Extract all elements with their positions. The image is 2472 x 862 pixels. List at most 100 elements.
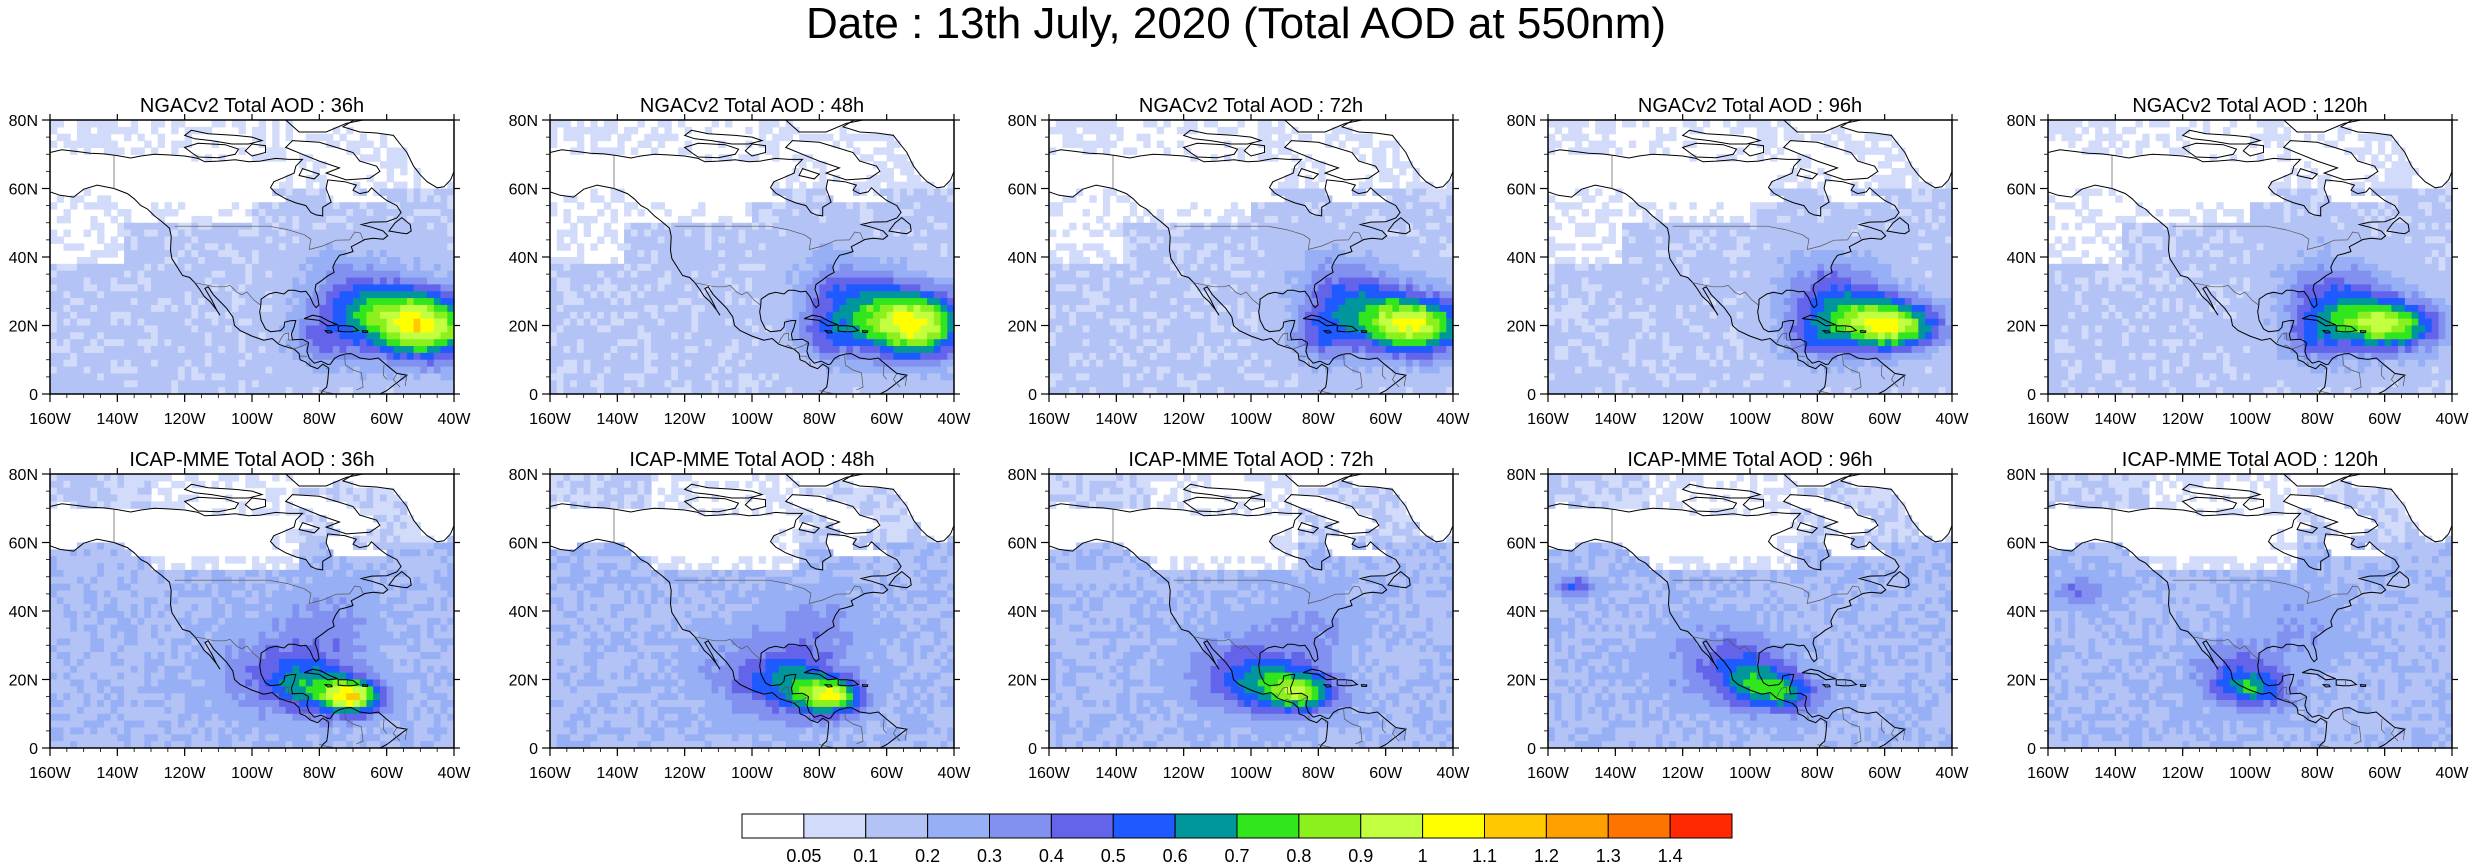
panel-title: ICAP-MME Total AOD : 96h (1627, 449, 1872, 471)
lat-tick-label: 40N (509, 604, 538, 621)
lon-tick-label: 60W (370, 411, 404, 428)
lon-tick-label: 140W (1095, 411, 1138, 428)
lon-tick-label: 140W (596, 765, 639, 782)
lat-tick-label: 0 (1028, 387, 1037, 404)
lat-tick-label: 60N (9, 536, 38, 553)
lon-tick-label: 140W (596, 411, 639, 428)
lat-tick-label: 0 (1527, 741, 1536, 758)
lon-tick-label: 120W (664, 411, 707, 428)
panel-title: NGACv2 Total AOD : 36h (140, 95, 364, 117)
lon-tick-label: 60W (370, 765, 404, 782)
lon-tick-label: 40W (1936, 411, 1970, 428)
lon-tick-label: 160W (29, 765, 72, 782)
lon-tick-label: 160W (529, 765, 572, 782)
country-borders (1112, 509, 1407, 748)
country-borders (1611, 509, 1906, 748)
panel-title: ICAP-MME Total AOD : 120h (2122, 449, 2378, 471)
aod-field (2048, 474, 2452, 748)
coastlines (1049, 120, 1453, 394)
lon-tick-label: 40W (1936, 765, 1970, 782)
lon-tick-label: 120W (1163, 411, 1206, 428)
lat-tick-label: 0 (529, 741, 538, 758)
lat-tick-label: 40N (1008, 604, 1037, 621)
lat-tick-label: 60N (1507, 182, 1536, 199)
map-panel: NGACv2 Total AOD : 72h 160W 140W 120W 100W 80… (1008, 95, 1471, 428)
lon-tick-label: 60W (1868, 411, 1902, 428)
lon-tick-label: 80W (1801, 411, 1835, 428)
lat-tick-label: 80N (9, 467, 38, 484)
country-borders (613, 155, 908, 394)
lon-tick-label: 160W (2027, 411, 2070, 428)
lat-tick-label: 20N (1008, 673, 1037, 690)
country-borders (1112, 155, 1407, 394)
lat-tick-label: 20N (2007, 319, 2036, 336)
lat-tick-label: 40N (1008, 250, 1037, 267)
lon-tick-label: 160W (1028, 411, 1071, 428)
map-panel: ICAP-MME Total AOD : 48h 160W 140W 120W 100W… (509, 449, 972, 782)
lon-tick-label: 120W (1662, 411, 1705, 428)
lat-tick-label: 80N (1507, 113, 1536, 130)
map-panel: NGACv2 Total AOD : 120h 160W 140W 120W 100W 8… (2007, 95, 2470, 428)
lat-tick-label: 20N (9, 673, 38, 690)
lon-tick-label: 40W (938, 411, 972, 428)
lat-tick-label: 80N (1008, 113, 1037, 130)
lon-tick-label: 140W (1095, 765, 1138, 782)
lon-tick-label: 100W (231, 411, 274, 428)
lon-tick-label: 60W (1369, 411, 1403, 428)
coastlines (1548, 474, 1952, 748)
panel-title: NGACv2 Total AOD : 48h (640, 95, 864, 117)
lat-tick-label: 60N (509, 182, 538, 199)
lat-tick-label: 0 (1527, 387, 1536, 404)
lon-tick-label: 120W (2162, 765, 2205, 782)
lon-tick-label: 80W (2301, 765, 2335, 782)
lon-tick-label: 140W (1594, 411, 1637, 428)
lon-tick-label: 40W (438, 765, 472, 782)
lat-tick-label: 0 (529, 387, 538, 404)
lon-tick-label: 60W (2368, 411, 2402, 428)
panel-title: NGACv2 Total AOD : 96h (1638, 95, 1862, 117)
lat-tick-label: 80N (1507, 467, 1536, 484)
aod-field (2048, 120, 2452, 394)
lat-tick-label: 60N (509, 536, 538, 553)
lon-tick-label: 120W (664, 765, 707, 782)
lon-tick-label: 60W (870, 765, 904, 782)
lon-tick-label: 40W (2436, 765, 2470, 782)
lon-tick-label: 60W (1868, 765, 1902, 782)
lon-tick-label: 100W (1230, 765, 1273, 782)
lat-tick-label: 40N (9, 250, 38, 267)
lon-tick-label: 160W (29, 411, 72, 428)
panel-title: ICAP-MME Total AOD : 48h (629, 449, 874, 471)
lat-tick-label: 60N (1008, 536, 1037, 553)
lat-tick-label: 0 (2027, 741, 2036, 758)
lon-tick-label: 160W (1028, 765, 1071, 782)
lat-tick-label: 60N (2007, 182, 2036, 199)
panel-title: ICAP-MME Total AOD : 36h (129, 449, 374, 471)
lon-tick-label: 160W (1527, 411, 1570, 428)
lon-tick-label: 120W (164, 765, 207, 782)
lon-tick-label: 100W (731, 765, 774, 782)
country-borders (2111, 509, 2406, 748)
aod-field (550, 474, 954, 748)
lat-tick-label: 20N (509, 673, 538, 690)
lon-tick-label: 60W (870, 411, 904, 428)
lat-tick-label: 40N (9, 604, 38, 621)
lon-tick-label: 140W (96, 765, 139, 782)
aod-field (1049, 474, 1453, 748)
lon-tick-label: 80W (803, 765, 837, 782)
lat-tick-label: 20N (1008, 319, 1037, 336)
lon-tick-label: 160W (1527, 765, 1570, 782)
lon-tick-label: 160W (529, 411, 572, 428)
lat-tick-label: 60N (9, 182, 38, 199)
lon-tick-label: 120W (2162, 411, 2205, 428)
lat-tick-label: 40N (1507, 604, 1536, 621)
lat-tick-label: 60N (2007, 536, 2036, 553)
map-panel: ICAP-MME Total AOD : 120h 160W 140W 120W 100… (2007, 449, 2470, 782)
coastlines (50, 120, 454, 394)
lat-tick-label: 0 (1028, 741, 1037, 758)
lon-tick-label: 100W (1230, 411, 1273, 428)
country-borders (2111, 155, 2406, 394)
figure-title: Date : 13th July, 2020 (Total AOD at 550… (805, 0, 1667, 48)
map-panel: NGACv2 Total AOD : 36h 160W 140W 120W 100W 80… (9, 95, 472, 428)
aod-field (50, 474, 454, 748)
lat-tick-label: 80N (2007, 113, 2036, 130)
